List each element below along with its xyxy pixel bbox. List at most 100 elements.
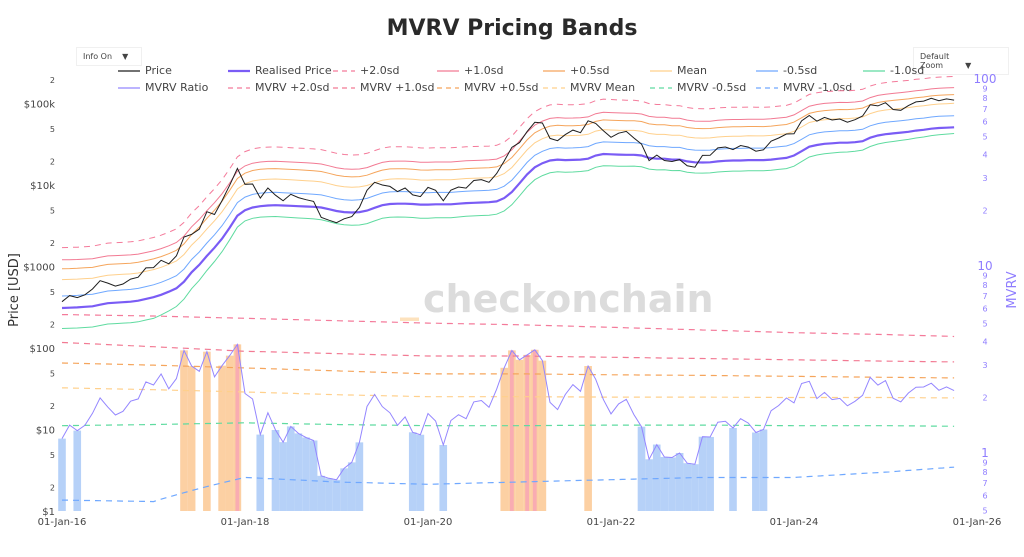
legend-item-plus2[interactable]: +2.0sd	[333, 64, 399, 77]
mvrv-extreme-zone-bar	[525, 354, 530, 511]
y2-tick-label: 5	[982, 132, 987, 141]
legend-item-price[interactable]: Price	[118, 64, 172, 77]
mvrv-zone-bar	[691, 464, 699, 511]
legend-label: Price	[145, 64, 172, 77]
mvrv-zone-bar	[652, 444, 661, 511]
mvrv-zone-bar	[759, 429, 768, 511]
y-tick-label: $1	[42, 507, 55, 518]
y2-tick-label: 3	[982, 174, 987, 183]
x-tick-label: 01-Jan-16	[38, 517, 87, 528]
mvrv-zone-bar	[279, 442, 287, 511]
mvrv-zone-bar	[538, 360, 547, 511]
mvrv-extreme-zone-bar	[509, 350, 514, 511]
legend-label: -1.0sd	[890, 64, 925, 77]
legend-label: MVRV +1.0sd	[360, 81, 435, 94]
y2-tick-label: 10	[977, 259, 992, 273]
y2-tick-label: 8	[982, 468, 987, 477]
mvrv-zone-bar	[73, 430, 82, 511]
price-band-minus05-line	[61, 115, 955, 297]
legend-label: MVRV Ratio	[145, 81, 209, 94]
legend-item-mvrv-minus1[interactable]: MVRV -1.0sd	[756, 81, 852, 94]
mvrv-mean-line	[62, 387, 955, 399]
legend-item-minus05[interactable]: -0.5sd	[756, 64, 817, 77]
y2-tick-label: 2	[982, 394, 987, 403]
mvrv-zone-bar	[439, 445, 448, 511]
legend-swatch-icon	[650, 86, 672, 89]
mvrv-minus05-line	[61, 422, 955, 427]
y2-tick-label: 7	[982, 479, 987, 488]
y-tick-label: 5	[50, 451, 55, 460]
mvrv-zone-bar	[180, 350, 188, 511]
zoom-dropdown[interactable]: Default Zoom ▼	[913, 47, 1009, 75]
y2-tick-label: 5	[982, 319, 987, 328]
legend-item-mvrv-minus05[interactable]: MVRV -0.5sd	[650, 81, 746, 94]
legend-item-mvrv[interactable]: MVRV Ratio	[118, 81, 208, 94]
y-tick-label: 2	[50, 402, 55, 411]
info-dropdown[interactable]: Info On ▼	[76, 47, 142, 66]
y2-axis-title: MVRV	[1005, 271, 1020, 308]
info-dropdown-label: Info On	[83, 52, 113, 61]
legend-label: MVRV -1.0sd	[783, 81, 853, 94]
legend-item-mvrv-mean[interactable]: MVRV Mean	[543, 81, 635, 94]
mvrv-zone-bar	[637, 426, 646, 511]
mvrv-zone-bar	[317, 475, 326, 511]
legend-item-minus1[interactable]: -1.0sd	[863, 64, 924, 77]
mvrv-zone-bar	[271, 429, 280, 511]
mvrv-plus1-line	[61, 341, 955, 363]
legend-item-mvrv-plus2[interactable]: MVRV +2.0sd	[228, 81, 330, 94]
x-tick-label: 01-Jan-20	[404, 517, 453, 528]
legend-item-mvrv-plus1[interactable]: MVRV +1.0sd	[333, 81, 435, 94]
y-tick-label: $1000	[23, 263, 55, 274]
y-tick-label: 5	[50, 288, 55, 297]
mvrv-plus2-line	[62, 314, 955, 338]
mvrv-zone-bar	[58, 438, 66, 511]
watermark: _ checkonchain	[400, 277, 714, 321]
price-band-plus05-line	[61, 94, 955, 270]
mvrv-zone-bar	[218, 365, 226, 511]
legend-item-mvrv-plus05[interactable]: MVRV +0.5sd	[437, 81, 539, 94]
y2-tick-label: 6	[982, 117, 987, 126]
y-tick-label: $100	[30, 344, 55, 355]
y-tick-label: $100k	[24, 100, 55, 111]
legend-label: +1.0sd	[464, 64, 504, 77]
mvrv-extreme-zone-bar	[235, 344, 240, 511]
y2-tick-label: 4	[982, 337, 987, 346]
y2-tick-label: 9	[982, 459, 987, 468]
legend-item-plus05[interactable]: +0.5sd	[543, 64, 609, 77]
mvrv-zone-bar	[752, 432, 760, 511]
legend-item-realised[interactable]: Realised Price	[228, 64, 332, 77]
legend-swatch-icon	[118, 86, 140, 89]
legend-swatch-icon	[543, 69, 565, 72]
legend-swatch-icon	[650, 69, 672, 72]
dropdown-arrow-icon: ▼	[122, 52, 129, 61]
legend-label: MVRV -0.5sd	[677, 81, 747, 94]
legend-swatch-icon	[333, 86, 355, 89]
legend-swatch-icon	[543, 86, 565, 89]
legend-label: -0.5sd	[783, 64, 818, 77]
realised-price-line	[61, 126, 955, 310]
price-band-plus1-line	[61, 87, 955, 261]
mvrv-ratio-line	[61, 343, 955, 481]
mvrv-extreme-zone-bar	[532, 349, 537, 511]
price-line	[61, 97, 955, 303]
legend-swatch-icon	[228, 69, 250, 72]
dropdown-arrow-icon: ▼	[965, 61, 972, 70]
mvrv-zone-bar	[325, 478, 333, 511]
mvrv-zone-bar	[660, 456, 669, 511]
mvrv-zone-bar	[645, 459, 653, 511]
x-tick-label: 01-Jan-24	[770, 517, 819, 528]
legend-swatch-icon	[863, 69, 885, 72]
legend-swatch-icon	[228, 86, 250, 89]
mvrv-zone-bar	[309, 440, 318, 511]
mvrv-zone-bar	[355, 442, 364, 511]
y2-tick-label: 9	[982, 272, 987, 281]
mvrv-zone-bar	[675, 453, 684, 511]
y-tick-label: $10	[36, 426, 55, 437]
y2-tick-label: 7	[982, 105, 987, 114]
mvrv-zone-bar	[340, 468, 348, 511]
price-band-plus2-line	[61, 76, 955, 249]
legend-item-mean[interactable]: Mean	[650, 64, 707, 77]
legend-item-plus1[interactable]: +1.0sd	[437, 64, 503, 77]
mvrv-zone-bar	[500, 367, 509, 511]
